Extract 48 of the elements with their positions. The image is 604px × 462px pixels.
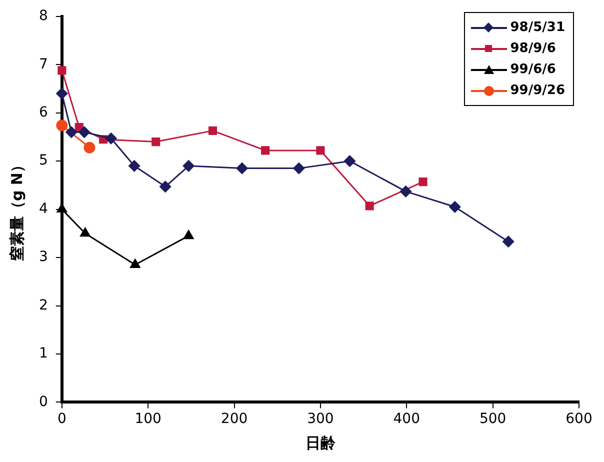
legend-label: 99/6/6: [510, 62, 556, 77]
y-tick-label: 4: [38, 200, 48, 217]
x-tick-label: 300: [307, 411, 334, 428]
x-tick-label: 400: [393, 411, 420, 428]
y-tick-label: 1: [38, 346, 48, 362]
point: [418, 178, 428, 186]
y-tick-label: 8: [38, 8, 48, 24]
point: [182, 160, 194, 172]
x-axis-title: 日齢: [305, 434, 336, 452]
point: [365, 202, 374, 210]
point: [152, 138, 160, 146]
point: [130, 259, 140, 268]
y-tick-label: 5: [38, 152, 48, 169]
point: [344, 155, 356, 167]
point: [128, 160, 140, 172]
y-tick-label: 7: [38, 56, 48, 72]
point: [56, 88, 68, 100]
legend-label: 98/5/31: [510, 20, 565, 35]
y-tick-label: 0: [38, 394, 48, 410]
point: [80, 228, 90, 237]
point: [449, 201, 461, 213]
point: [56, 204, 67, 213]
point: [160, 180, 172, 192]
x-tick-label: 0: [57, 411, 66, 428]
point: [293, 162, 305, 174]
point: [56, 120, 68, 132]
y-tick-label: 6: [38, 104, 48, 120]
legend-label: 98/9/6: [510, 41, 556, 56]
y-tick-label: 3: [38, 249, 48, 266]
x-tick-label: 100: [134, 411, 162, 428]
y-axis-title: 窒素量（g N）: [8, 158, 26, 262]
point: [502, 236, 514, 248]
point: [261, 146, 270, 155]
point: [236, 162, 248, 174]
x-tick-label: 200: [220, 411, 248, 428]
point: [78, 126, 90, 138]
legend-label: 99/9/26: [510, 83, 565, 98]
point: [316, 146, 325, 155]
point: [58, 66, 66, 75]
point: [400, 186, 412, 198]
point: [105, 132, 117, 144]
point: [184, 230, 194, 240]
x-tick-label: 500: [479, 411, 506, 428]
point: [66, 126, 78, 138]
point: [208, 126, 218, 135]
x-tick-label: 600: [566, 411, 592, 428]
y-tick-label: 2: [38, 297, 48, 314]
point: [84, 142, 96, 154]
